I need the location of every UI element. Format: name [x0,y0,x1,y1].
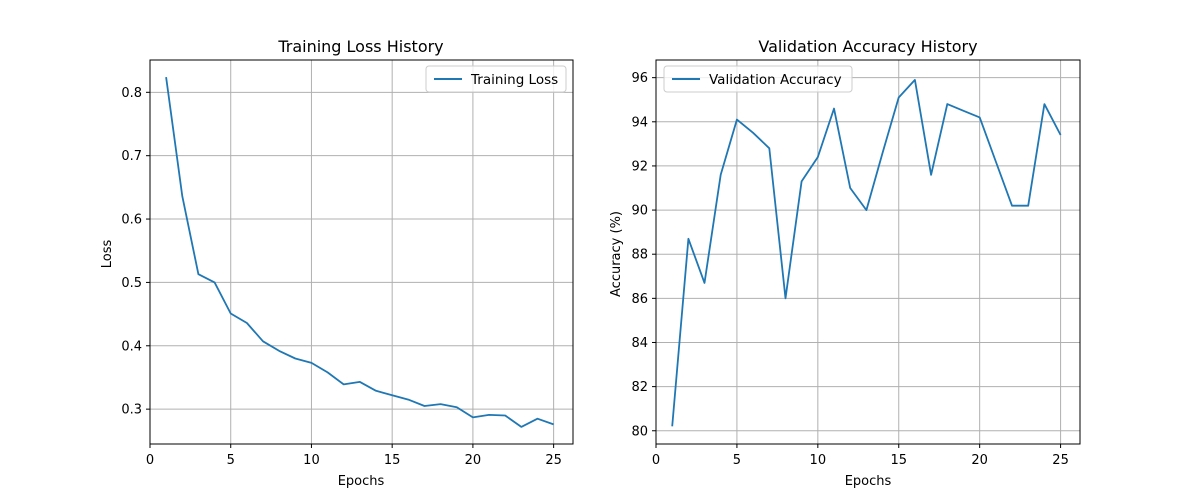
accuracy-chart-legend: Validation Accuracy [663,65,853,93]
loss-chart-series [165,76,554,428]
accuracy-chart-ytick-label: 86 [631,292,648,307]
loss-chart-xtick-label: 0 [146,453,154,468]
loss-chart-ylabel: Loss [100,240,115,269]
accuracy-chart-xtick-label: 10 [810,453,827,468]
accuracy-chart-ytick-label: 96 [631,71,648,86]
loss-chart-legend-box [425,65,567,93]
accuracy-chart-xtick-label: 20 [971,453,988,468]
loss-chart-ticks: 0 5 10 15 20 25 0.3 0.4 0.5 0.6 0.7 0.8 [121,86,562,468]
loss-chart-ytick-label: 0.6 [121,213,142,228]
loss-chart-ytick-label: 0.3 [121,403,142,418]
accuracy-chart-xtick-label: 15 [890,453,907,468]
loss-chart-xtick-label: 25 [545,453,562,468]
loss-chart-xtick-label: 5 [227,453,235,468]
accuracy-chart-ytick-label: 90 [631,204,648,219]
loss-chart-ytick-label: 0.5 [121,276,142,291]
accuracy-chart-ytick-label: 80 [631,424,648,439]
accuracy-chart-ylabel: Accuracy (%) [609,211,624,297]
accuracy-chart-xtick-label: 5 [733,453,741,468]
loss-chart-legend: Training Loss [425,65,567,93]
loss-chart-ytick-label: 0.8 [121,86,142,101]
loss-chart-legend-label: Training Loss [470,72,558,88]
accuracy-chart-frame [655,59,1081,445]
accuracy-chart: Validation Accuracy History Epochs Accur… [609,37,1081,489]
loss-chart-ytick-label: 0.7 [121,149,142,164]
accuracy-chart-ytick-label: 82 [631,380,648,395]
loss-chart-xtick-label: 20 [465,453,482,468]
accuracy-chart-legend-label: Validation Accuracy [709,72,842,88]
loss-chart-xtick-label: 15 [384,453,401,468]
accuracy-chart-ytick-label: 88 [631,248,648,263]
loss-chart-xtick-label: 10 [303,453,320,468]
loss-chart-title: Training Loss History [277,37,443,56]
accuracy-chart-ytick-label: 84 [631,336,648,351]
accuracy-chart-ticks: 0 5 10 15 20 25 80 82 84 86 88 90 92 94 96 [631,71,1068,468]
accuracy-chart-xtick-label: 25 [1052,453,1069,468]
loss-chart: Training Loss History Epochs Loss 0 5 10 15… [100,37,574,489]
accuracy-chart-series [671,79,1062,427]
loss-chart-xlabel: Epochs [338,474,385,489]
loss-chart-ytick-label: 0.4 [121,339,142,354]
accuracy-chart-xtick-label: 0 [652,453,660,468]
accuracy-chart-ytick-label: 94 [631,115,648,130]
accuracy-chart-ytick-label: 92 [631,159,648,174]
accuracy-chart-title: Validation Accuracy History [758,37,977,56]
loss-chart-frame [149,59,574,445]
accuracy-chart-legend-box [663,65,853,93]
accuracy-chart-xlabel: Epochs [845,474,892,489]
loss-chart-series-line [165,76,554,428]
accuracy-chart-series-line [671,79,1062,427]
